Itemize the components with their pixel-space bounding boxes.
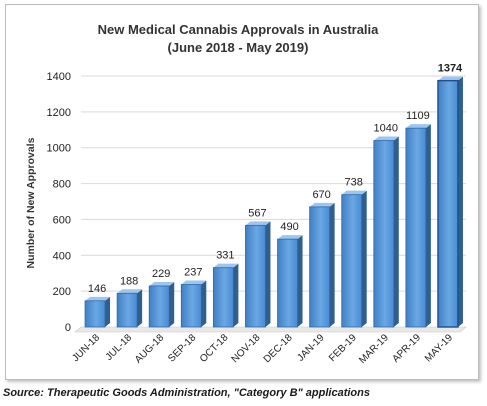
x-tick-label: FEB-19 bbox=[327, 332, 359, 364]
data-label: 146 bbox=[88, 283, 106, 295]
data-label: 1040 bbox=[374, 123, 398, 135]
bar bbox=[180, 284, 202, 328]
bar-top bbox=[341, 190, 367, 195]
bar-top bbox=[309, 202, 335, 207]
bar bbox=[373, 140, 395, 328]
x-tick-label: DEC-18 bbox=[262, 332, 295, 365]
bars: 146 188 229 237 331 567 490 670 738 1040 1109 1374 bbox=[84, 63, 463, 328]
bar-side bbox=[425, 124, 431, 327]
bar-side bbox=[457, 76, 463, 327]
bar-top bbox=[405, 124, 431, 129]
y-tick-label: 1000 bbox=[47, 143, 71, 155]
chart-subtitle: (June 2018 - May 2019) bbox=[168, 40, 309, 55]
bar-side bbox=[201, 280, 207, 327]
bar-chart: New Medical Cannabis Approvals in Austra… bbox=[25, 22, 467, 366]
bar bbox=[277, 238, 298, 328]
x-tick-label: JUN-18 bbox=[70, 332, 102, 364]
bar-side bbox=[233, 263, 239, 327]
data-label: 188 bbox=[120, 275, 138, 287]
bar-top bbox=[117, 289, 143, 294]
y-tick-label: 200 bbox=[53, 286, 71, 298]
data-label: 229 bbox=[152, 268, 170, 280]
bar bbox=[309, 206, 331, 328]
x-tick-label: JUL-18 bbox=[104, 332, 135, 363]
x-tick-label: NOV-18 bbox=[230, 332, 263, 365]
data-label: 490 bbox=[280, 221, 298, 233]
bar-top bbox=[437, 76, 463, 81]
y-tick-label: 1400 bbox=[47, 71, 71, 83]
bar-side bbox=[361, 190, 367, 327]
y-tick-label: 600 bbox=[53, 214, 71, 226]
y-tick-label: 0 bbox=[65, 322, 71, 334]
bar-side bbox=[137, 289, 143, 327]
data-label: 1109 bbox=[406, 110, 430, 122]
data-label: 567 bbox=[248, 207, 266, 219]
bar bbox=[148, 285, 170, 328]
y-tick-label: 800 bbox=[53, 179, 71, 191]
x-tick-label: MAR-19 bbox=[357, 332, 391, 366]
gridlines bbox=[74, 75, 467, 333]
bar-side bbox=[169, 281, 175, 327]
bar-top bbox=[213, 263, 239, 268]
x-tick-label: JAN-19 bbox=[295, 332, 327, 364]
data-label: 1374 bbox=[438, 63, 463, 75]
bar-side bbox=[297, 235, 303, 327]
bar-side bbox=[393, 136, 399, 327]
bar-top bbox=[373, 136, 399, 141]
chart-frame: New Medical Cannabis Approvals in Austra… bbox=[5, 4, 479, 380]
y-axis-label: Number of New Approvals bbox=[25, 137, 37, 268]
bar-top bbox=[149, 281, 175, 286]
bar-top bbox=[181, 280, 207, 285]
x-tick-label: MAY-19 bbox=[423, 332, 455, 364]
x-tick-label: AUG-18 bbox=[133, 332, 167, 366]
y-tick-label: 400 bbox=[53, 250, 71, 262]
bar-side bbox=[105, 296, 111, 327]
data-label: 331 bbox=[216, 250, 234, 262]
data-label: 670 bbox=[312, 189, 330, 201]
chart-title: New Medical Cannabis Approvals in Austra… bbox=[98, 22, 380, 37]
bar-side bbox=[265, 221, 271, 327]
source-note: Source: Therapeutic Goods Administration… bbox=[3, 387, 370, 399]
bar bbox=[84, 300, 106, 328]
data-label: 237 bbox=[184, 267, 202, 279]
x-tick-label: OCT-18 bbox=[198, 332, 231, 365]
bar bbox=[341, 194, 363, 328]
y-axis-ticks: 0 200 400 600 800 1000 1200 1400 bbox=[47, 71, 71, 334]
bar bbox=[245, 224, 266, 328]
x-tick-label: SEP-18 bbox=[166, 332, 198, 364]
chart-floor bbox=[74, 326, 467, 333]
bar-side bbox=[329, 202, 335, 327]
bar-top bbox=[245, 221, 271, 226]
bar bbox=[116, 292, 138, 328]
bar bbox=[405, 127, 427, 328]
data-label: 738 bbox=[345, 177, 363, 189]
x-tick-label: APR-19 bbox=[390, 332, 423, 365]
bar bbox=[437, 79, 459, 328]
bar-top bbox=[277, 235, 303, 240]
y-tick-label: 1200 bbox=[47, 107, 71, 119]
bar-top bbox=[85, 296, 111, 301]
bar bbox=[212, 267, 234, 328]
